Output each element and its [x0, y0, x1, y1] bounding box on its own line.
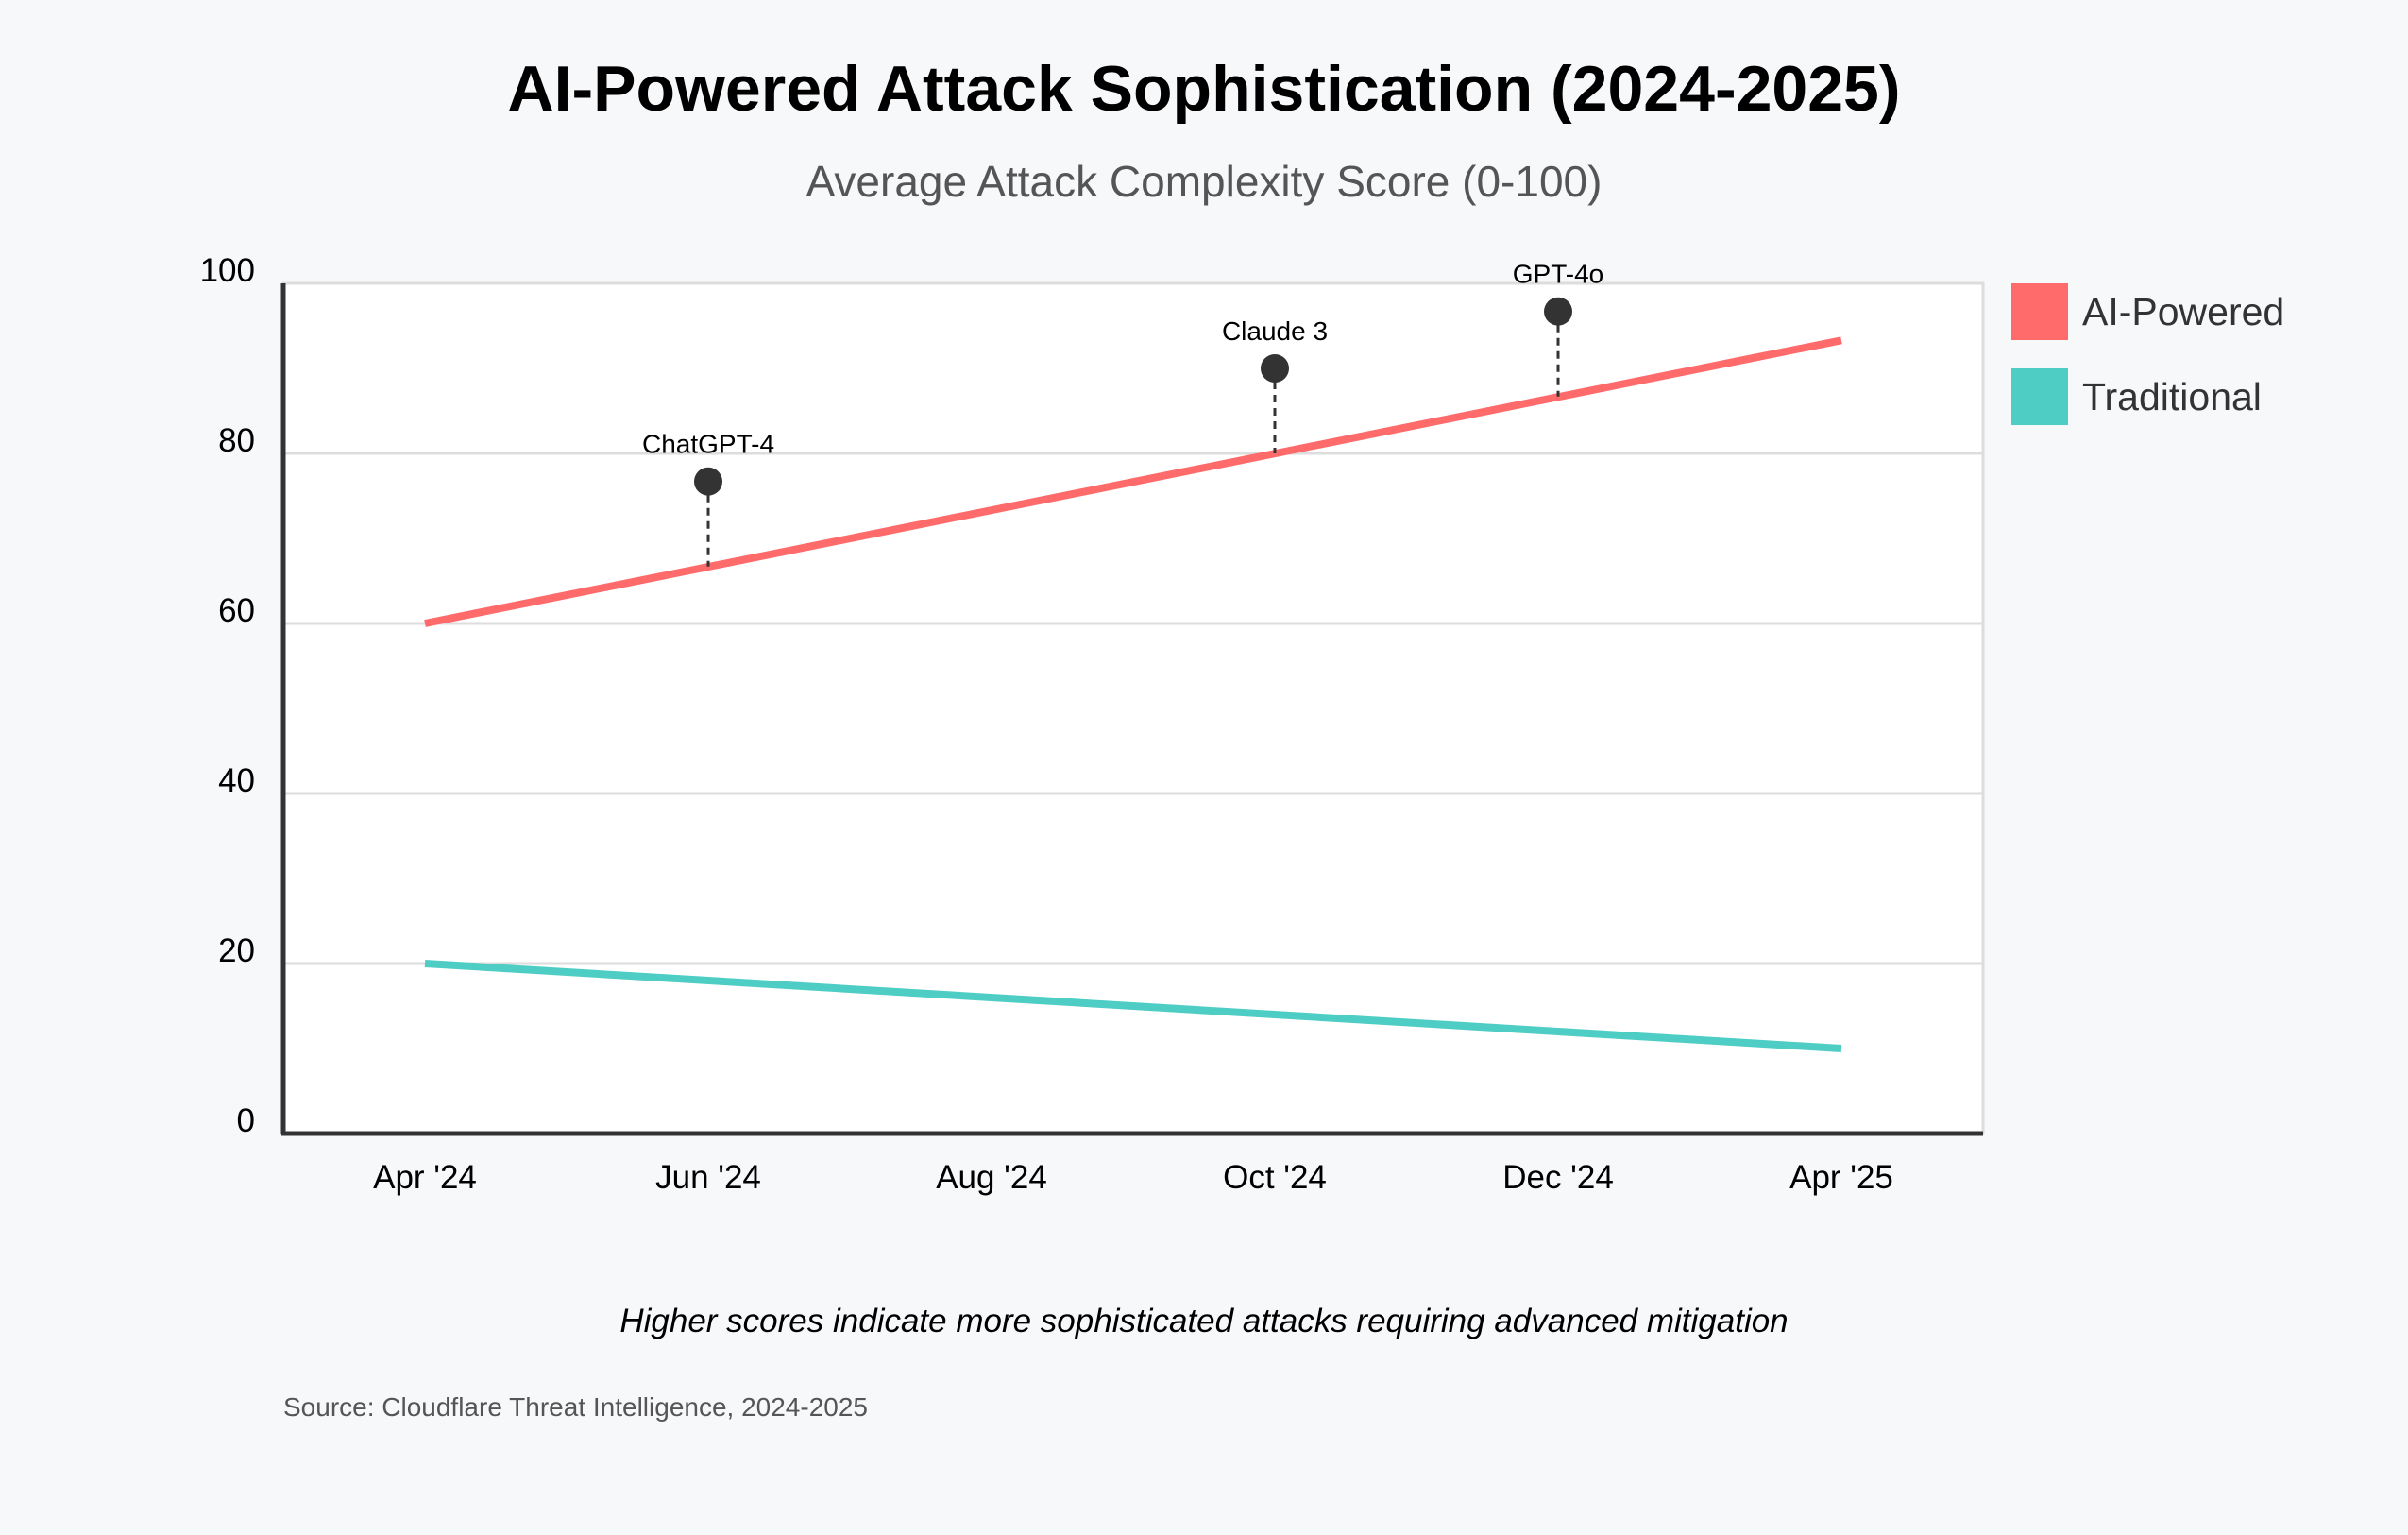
series-line-ai-powered [424, 336, 1842, 627]
annotation-marker-chatgpt-4 [694, 467, 722, 496]
chart-subtitle: Average Attack Complexity Score (0-100) [806, 157, 1603, 206]
y-tick-label-20: 20 [218, 932, 255, 969]
legend-label-traditional: Traditional [2082, 375, 2262, 418]
y-tick-label-60: 60 [218, 592, 255, 629]
x-tick-label-3: Oct '24 [1223, 1159, 1327, 1196]
plot-area [281, 281, 1985, 1135]
annotations: ChatGPT-4 Claude 3 GPT-4o [642, 260, 1603, 567]
annotation-label-gpt-4o: GPT-4o [1513, 260, 1603, 289]
annotation-marker-gpt-4o [1544, 297, 1572, 326]
x-tick-label-2: Aug '24 [936, 1159, 1047, 1196]
series-line-traditional [424, 960, 1842, 1052]
chart-title: AI-Powered Attack Sophistication (2024-2… [507, 53, 1900, 125]
y-tick-label-0: 0 [237, 1102, 255, 1139]
source-note: Source: Cloudflare Threat Intelligence, … [283, 1392, 868, 1422]
annotation-label-claude-3: Claude 3 [1222, 316, 1328, 346]
x-tick-label-5: Apr '25 [1789, 1159, 1893, 1196]
y-tick-label-100: 100 [200, 252, 255, 289]
annotation-marker-claude-3 [1261, 354, 1289, 383]
legend: AI-Powered Traditional [2011, 283, 2284, 425]
x-tick-label-0: Apr '24 [373, 1159, 477, 1196]
x-tick-label-4: Dec '24 [1502, 1159, 1614, 1196]
x-tick-label-1: Jun '24 [655, 1159, 761, 1196]
legend-swatch-traditional [2011, 368, 2068, 425]
y-tick-label-80: 80 [218, 422, 255, 459]
legend-label-ai-powered: AI-Powered [2082, 290, 2284, 333]
chart-footnote: Higher scores indicate more sophisticate… [619, 1303, 1788, 1339]
y-tick-label-40: 40 [218, 762, 255, 799]
legend-swatch-ai-powered [2011, 283, 2068, 340]
x-axis-ticks: Apr '24 Jun '24 Aug '24 Oct '24 Dec '24 Apr '… [373, 1159, 1893, 1196]
y-axis-ticks: 0 20 40 60 80 100 [200, 252, 255, 1139]
series-lines [424, 336, 1842, 1052]
annotation-label-chatgpt-4: ChatGPT-4 [642, 430, 774, 459]
grid-lines [283, 452, 1983, 965]
